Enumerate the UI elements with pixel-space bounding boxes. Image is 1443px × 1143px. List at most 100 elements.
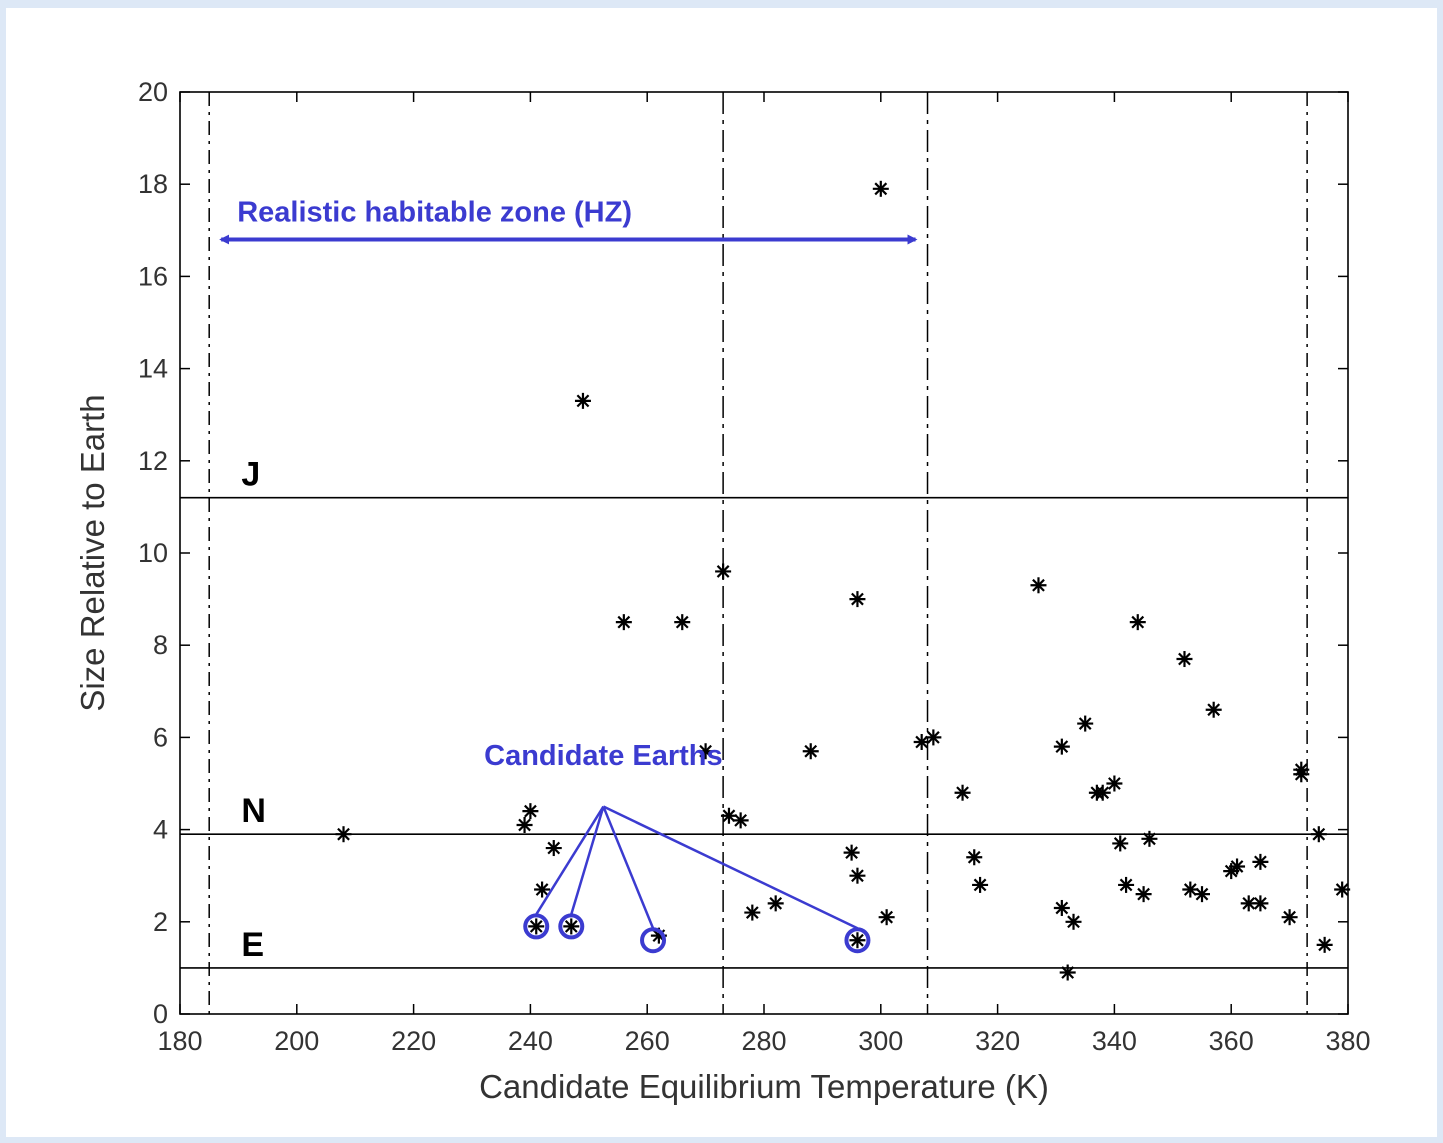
data-point — [1281, 909, 1298, 926]
y-tick-label: 2 — [153, 907, 168, 937]
reference-lines — [208, 92, 1308, 1014]
point-stroke — [769, 896, 783, 910]
point-stroke — [973, 878, 987, 892]
point-stroke — [564, 920, 578, 933]
data-point — [1129, 614, 1146, 631]
data-point — [1205, 701, 1222, 718]
candidate-earths-label: Candidate Earths — [484, 740, 723, 772]
point-stroke — [1055, 901, 1069, 915]
data-point — [1094, 784, 1111, 801]
point-stroke — [1096, 786, 1110, 800]
data-point — [1053, 738, 1070, 755]
point-stroke — [1137, 887, 1150, 901]
size-boundaries: J N E — [180, 456, 1348, 969]
x-tick-label: 260 — [625, 1026, 670, 1056]
candidate-earth-pointer — [535, 805, 605, 916]
data-point — [1112, 835, 1129, 852]
point-stroke — [926, 731, 940, 744]
data-point — [1059, 964, 1076, 981]
data-point — [1106, 775, 1123, 792]
point-stroke — [1143, 832, 1156, 846]
x-tick-label: 300 — [858, 1026, 903, 1056]
y-tick-label: 14 — [138, 354, 168, 384]
data-points — [335, 180, 1351, 981]
x-tick-label: 200 — [274, 1026, 319, 1056]
habitable-zone-label: Realistic habitable zone (HZ) — [237, 197, 632, 229]
point-stroke — [1061, 966, 1075, 979]
point-stroke — [1067, 915, 1080, 929]
figure-frame: J N E Realistic habitable zone (HZ) Candida… — [6, 8, 1437, 1137]
point-stroke — [1294, 767, 1308, 781]
point-stroke — [722, 809, 736, 823]
y-tick-label: 20 — [138, 77, 168, 107]
data-point — [1118, 876, 1135, 893]
point-stroke — [851, 869, 864, 883]
point-stroke — [1283, 910, 1296, 924]
point-stroke — [699, 744, 712, 758]
candidate-earth-marker — [523, 913, 550, 940]
data-point — [1310, 826, 1327, 843]
point-stroke — [1108, 777, 1121, 790]
candidate-earth-pointer — [570, 806, 605, 915]
point-stroke — [1318, 938, 1332, 952]
plot-area-border — [179, 91, 1349, 1015]
candidate-earth-marker — [844, 927, 871, 954]
y-tick-label: 18 — [138, 169, 168, 199]
data-point — [849, 591, 866, 608]
x-tick-label: 320 — [975, 1026, 1020, 1056]
y-tick-label: 10 — [138, 538, 168, 568]
data-point — [615, 614, 632, 631]
y-tick-label: 4 — [153, 815, 168, 845]
axis-labels: Candidate Equilibrium Temperature (K) Si… — [74, 394, 1049, 1105]
point-stroke — [956, 786, 969, 800]
x-tick-label: 240 — [508, 1026, 553, 1056]
data-point — [1030, 577, 1047, 594]
data-point — [1293, 766, 1310, 783]
point-stroke — [547, 841, 561, 855]
boundary-label-N: N — [241, 792, 266, 830]
data-point — [1252, 853, 1269, 870]
point-stroke — [1119, 878, 1133, 892]
data-point — [767, 895, 784, 912]
point-stroke — [524, 804, 537, 818]
x-tick-label: 340 — [1092, 1026, 1137, 1056]
data-point — [1316, 936, 1333, 953]
point-stroke — [734, 814, 748, 827]
point-stroke — [576, 394, 590, 408]
data-point — [1229, 858, 1246, 875]
point-stroke — [1183, 883, 1197, 896]
data-point — [1053, 899, 1070, 916]
boundary-label-E: E — [241, 926, 264, 964]
data-point — [925, 729, 942, 746]
point-stroke — [804, 744, 818, 758]
y-tick-label: 12 — [138, 446, 168, 476]
data-point — [843, 844, 860, 861]
scatter-chart: J N E Realistic habitable zone (HZ) Candida… — [74, 77, 1371, 1105]
point-stroke — [845, 846, 858, 860]
point-stroke — [1032, 578, 1045, 592]
point-stroke — [1078, 717, 1092, 730]
point-stroke — [617, 615, 631, 629]
data-point — [534, 881, 551, 898]
data-point — [715, 563, 732, 580]
data-point — [1065, 913, 1082, 930]
data-point — [849, 867, 866, 884]
point-stroke — [1254, 896, 1267, 910]
data-point — [732, 812, 749, 829]
point-stroke — [1230, 860, 1244, 873]
y-axis-title: Size Relative to Earth — [74, 394, 111, 711]
y-tick-label: 0 — [153, 999, 168, 1029]
x-tick-label: 220 — [391, 1026, 436, 1056]
data-point — [1194, 886, 1210, 903]
data-point — [697, 743, 714, 760]
data-point — [528, 918, 545, 935]
data-point — [1141, 830, 1158, 847]
data-point — [872, 180, 889, 197]
data-point — [335, 826, 352, 843]
data-point — [972, 876, 989, 893]
data-point — [744, 904, 761, 921]
annotations: Realistic habitable zone (HZ) Candidate E… — [219, 197, 918, 954]
point-stroke — [745, 906, 759, 919]
data-point — [802, 743, 819, 760]
point-stroke — [1254, 855, 1267, 869]
